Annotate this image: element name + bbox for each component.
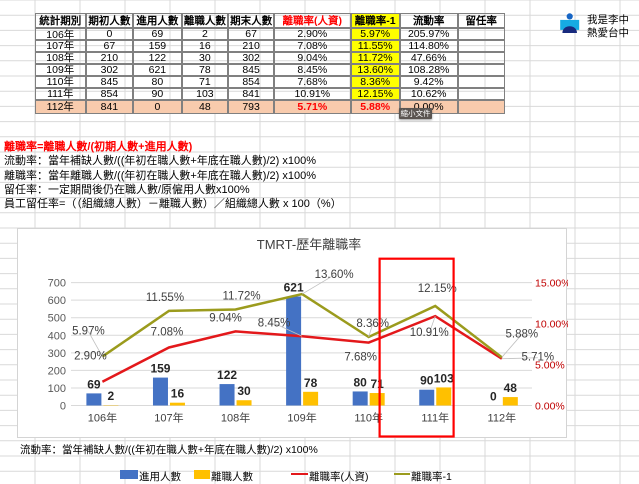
svg-text:12.15%: 12.15% (418, 283, 457, 295)
svg-text:8.36%: 8.36% (356, 318, 389, 330)
svg-text:2.90%: 2.90% (74, 351, 107, 363)
svg-text:9.04%: 9.04% (209, 312, 242, 324)
svg-text:109年: 109年 (287, 411, 316, 425)
svg-text:8.45%: 8.45% (258, 317, 291, 329)
svg-text:159: 159 (150, 362, 170, 376)
svg-text:122: 122 (217, 368, 237, 382)
svg-text:90: 90 (420, 374, 434, 388)
svg-text:71: 71 (371, 377, 385, 391)
svg-text:621: 621 (284, 280, 304, 294)
svg-text:0.00%: 0.00% (535, 401, 565, 413)
svg-text:2: 2 (108, 389, 115, 403)
svg-text:11.55%: 11.55% (146, 292, 184, 304)
svg-text:200: 200 (48, 365, 66, 377)
svg-text:TMRT-歷年離職率: TMRT-歷年離職率 (257, 237, 361, 252)
svg-text:107年: 107年 (154, 411, 183, 425)
svg-text:5.97%: 5.97% (72, 326, 105, 338)
svg-text:400: 400 (48, 330, 66, 342)
svg-text:300: 300 (48, 348, 66, 360)
svg-text:16: 16 (171, 387, 185, 401)
svg-text:106年: 106年 (88, 411, 117, 425)
svg-text:700: 700 (48, 278, 66, 290)
svg-text:111年: 111年 (421, 411, 449, 425)
svg-text:11.72%: 11.72% (222, 290, 260, 302)
svg-text:30: 30 (237, 384, 251, 398)
svg-text:0: 0 (490, 390, 497, 404)
svg-text:10.91%: 10.91% (410, 327, 449, 339)
svg-text:10.00%: 10.00% (535, 319, 568, 331)
svg-text:5.88%: 5.88% (506, 328, 539, 340)
svg-text:0: 0 (60, 401, 66, 413)
svg-text:48: 48 (504, 381, 518, 395)
svg-text:78: 78 (304, 376, 318, 390)
svg-text:7.08%: 7.08% (151, 326, 184, 338)
svg-text:100: 100 (48, 383, 66, 395)
svg-text:500: 500 (48, 313, 66, 325)
svg-text:5.71%: 5.71% (522, 352, 555, 364)
svg-text:112年: 112年 (488, 411, 517, 425)
svg-text:7.68%: 7.68% (344, 352, 377, 364)
svg-text:103: 103 (434, 371, 454, 385)
svg-text:600: 600 (48, 295, 66, 307)
svg-text:15.00%: 15.00% (535, 278, 568, 290)
svg-text:108年: 108年 (221, 411, 250, 425)
svg-text:80: 80 (354, 375, 368, 389)
svg-text:69: 69 (87, 377, 101, 391)
svg-text:13.60%: 13.60% (315, 269, 354, 281)
